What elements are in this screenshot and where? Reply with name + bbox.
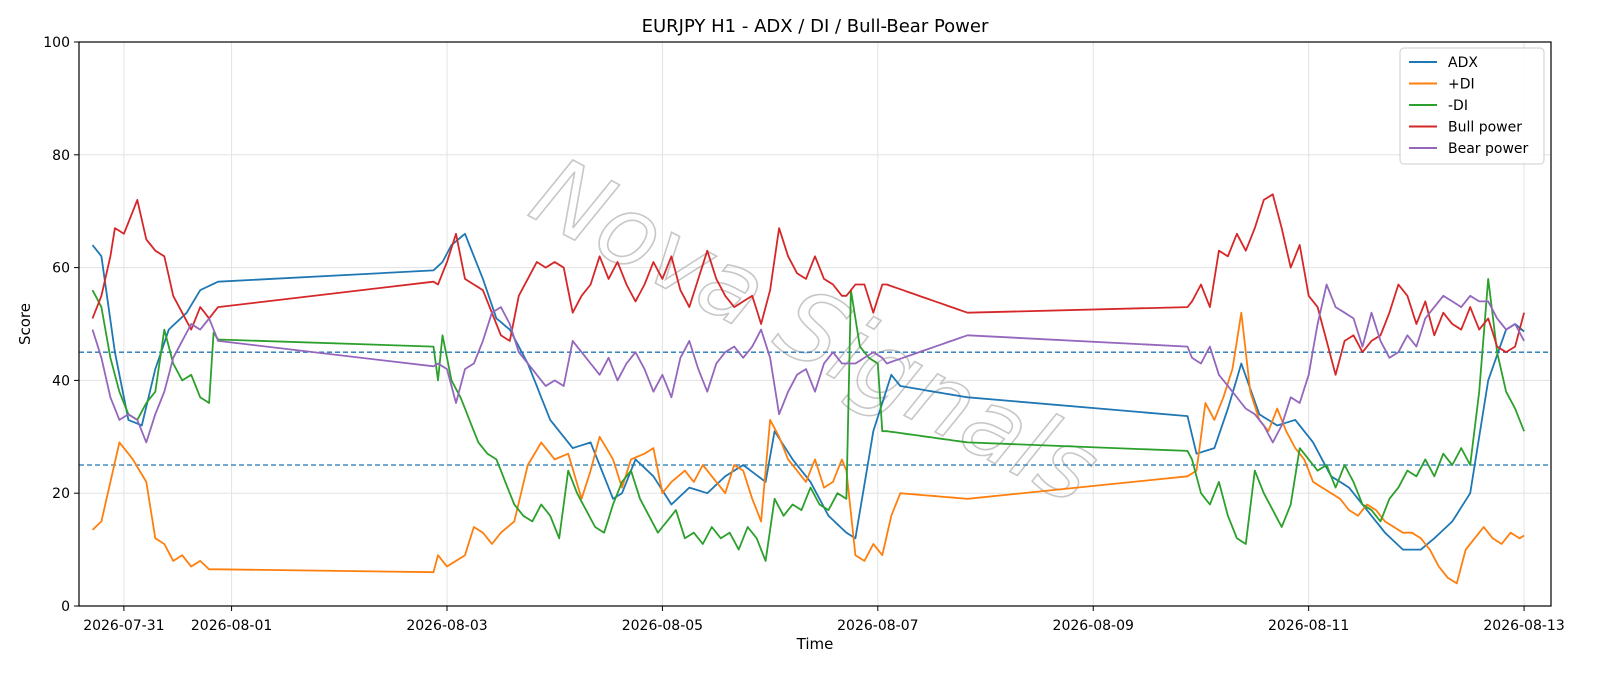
series-line-adx: [91, 232, 1525, 551]
x-tick-label: 2026-08-05: [622, 618, 703, 634]
y-tick-label: 40: [52, 373, 70, 389]
y-tick-label: 60: [52, 261, 70, 277]
y-axis-ticks: 0 20 40 60 80 100: [43, 35, 79, 615]
legend-label: +DI: [1448, 77, 1475, 93]
series-line-bull-power: [91, 193, 1525, 376]
y-tick-label: 0: [61, 599, 70, 615]
legend-label: ADX: [1448, 55, 1478, 71]
x-tick-label: 2026-08-11: [1268, 618, 1349, 634]
series-lines: [91, 193, 1525, 585]
x-axis-ticks: 2026-07-31 2026-08-01 2026-08-03 2026-08-05…: [83, 606, 1565, 634]
x-tick-label: 2026-07-31: [83, 618, 164, 634]
x-tick-label: 2026-08-07: [837, 618, 918, 634]
x-tick-label: 2026-08-09: [1053, 618, 1134, 634]
x-tick-label: 2026-08-03: [406, 618, 487, 634]
x-tick-label: 2026-08-13: [1483, 618, 1564, 634]
y-axis-label: Score: [16, 303, 34, 345]
series-line--di: [91, 311, 1525, 585]
legend-label: Bull power: [1448, 120, 1522, 136]
x-axis-label: Time: [796, 635, 834, 653]
legend-label: Bear power: [1448, 141, 1529, 157]
series-line--di: [91, 277, 1525, 562]
legend-label: -DI: [1448, 98, 1468, 114]
x-tick-label: 2026-08-01: [191, 618, 272, 634]
series-line-bear-power: [91, 283, 1525, 444]
chart-title: EURJPY H1 - ADX / DI / Bull-Bear Power: [642, 16, 989, 37]
plot-frame: [78, 41, 1552, 607]
y-tick-label: 80: [52, 148, 70, 164]
legend: ADX +DI -DI Bull power Bear power: [1399, 47, 1545, 165]
legend-box: [1399, 47, 1545, 165]
y-tick-label: 100: [43, 35, 70, 51]
y-tick-label: 20: [52, 486, 70, 502]
